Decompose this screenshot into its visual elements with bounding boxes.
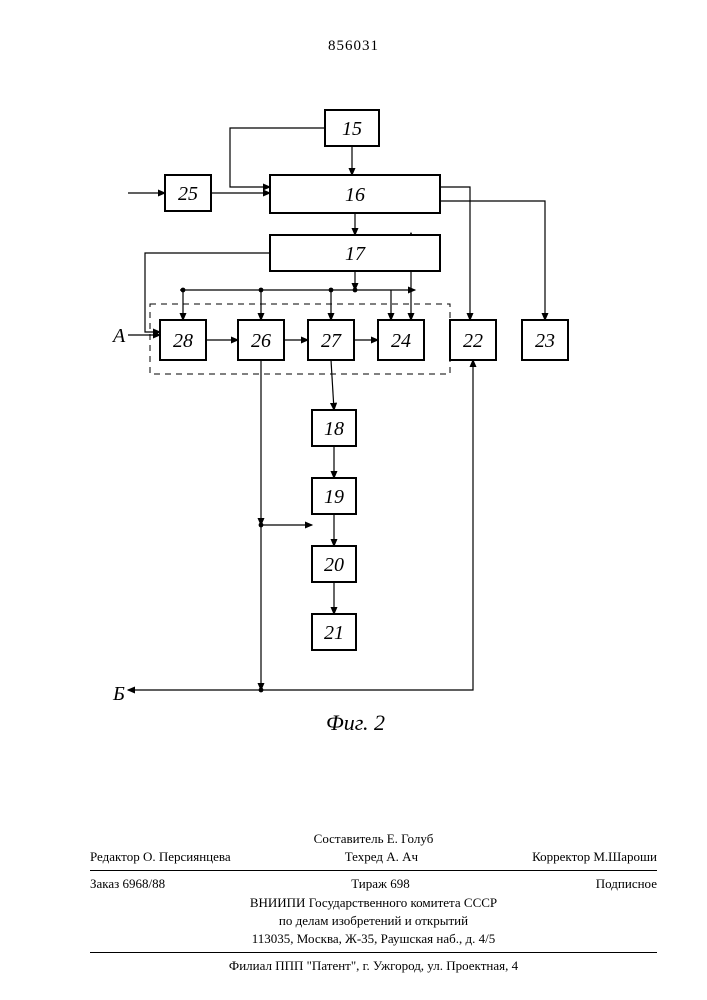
block-label-16: 16 <box>345 184 365 206</box>
block-label-28: 28 <box>173 330 193 352</box>
footer-block: Составитель Е. Голуб Редактор О. Персиян… <box>90 830 657 975</box>
footer-line3: 113035, Москва, Ж-35, Раушская наб., д. … <box>90 930 657 948</box>
footer-line2: по делам изобретений и открытий <box>90 912 657 930</box>
junction-dot <box>353 288 358 293</box>
tirazh: Тираж 698 <box>351 875 410 893</box>
figure-label: Фиг. 2 <box>326 710 385 735</box>
junction-dot <box>181 288 186 293</box>
block-label-26: 26 <box>251 330 271 352</box>
block-label-21: 21 <box>324 622 344 644</box>
block-label-19: 19 <box>324 486 344 508</box>
block-label-17: 17 <box>345 243 366 265</box>
junction-dot <box>259 288 264 293</box>
footer-line4: Филиал ППП "Патент", г. Ужгород, ул. Про… <box>90 957 657 975</box>
junction-dot <box>329 288 334 293</box>
block-label-15: 15 <box>342 118 362 140</box>
compiler: Составитель Е. Голуб <box>314 831 434 846</box>
block-label-24: 24 <box>391 330 411 352</box>
footer-line1: ВНИИПИ Государственного комитета СССР <box>90 894 657 912</box>
block-label-20: 20 <box>324 554 344 576</box>
block-label-27: 27 <box>321 330 342 352</box>
junction-dot <box>259 523 264 528</box>
label-A: А <box>111 325 126 347</box>
techred: Техред А. Ач <box>345 848 418 866</box>
block-diagram: 15 25 16 17 28 26 27 24 22 23 18 19 20 21 А Б Фиг. 2 <box>0 70 707 750</box>
e-16-22 <box>440 187 470 320</box>
block-label-25: 25 <box>178 183 198 205</box>
podpisnoe: Подписное <box>596 875 657 893</box>
block-label-22: 22 <box>463 330 483 352</box>
page-number: 856031 <box>0 38 707 55</box>
block-label-23: 23 <box>535 330 555 352</box>
junction-dot <box>259 688 264 693</box>
label-B: Б <box>112 683 125 705</box>
e-16-23 <box>440 201 545 320</box>
editor: Редактор О. Персиянцева <box>90 848 231 866</box>
corrector: Корректор М.Шароши <box>532 848 657 866</box>
e-27-18 <box>331 360 334 410</box>
block-label-18: 18 <box>324 418 344 440</box>
order: Заказ 6968/88 <box>90 875 165 893</box>
